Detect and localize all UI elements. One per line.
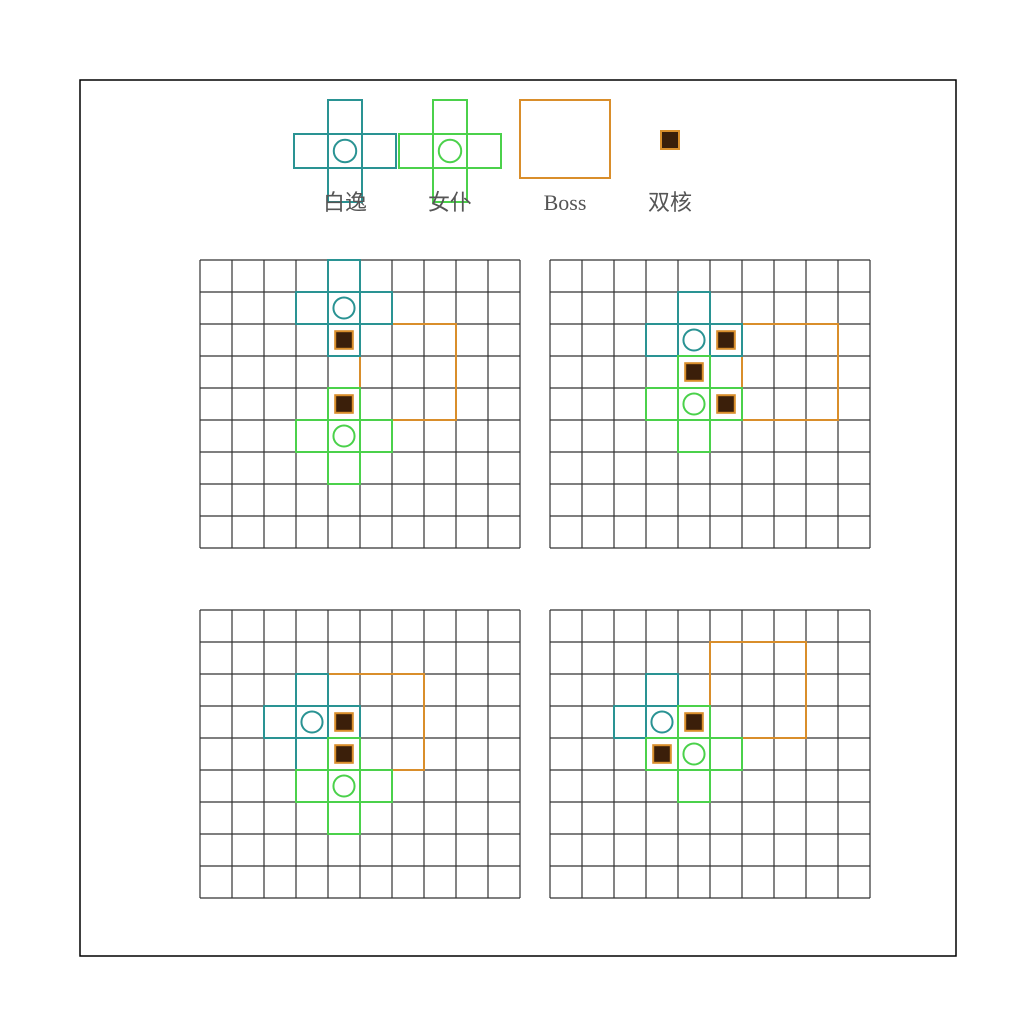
core-icon xyxy=(335,331,353,349)
baiyi-circle xyxy=(651,711,672,732)
core-icon xyxy=(685,363,703,381)
baiyi-cell xyxy=(646,674,678,706)
maid-cell xyxy=(678,420,710,452)
core-icon xyxy=(717,331,735,349)
maid-cell xyxy=(328,452,360,484)
baiyi-cell xyxy=(614,706,646,738)
legend-label: 女仆 xyxy=(428,190,472,215)
maid-cell xyxy=(678,770,710,802)
maid-cell xyxy=(296,770,328,802)
legend-label: 双核 xyxy=(648,190,692,215)
legend-baiyi-cell xyxy=(328,100,362,134)
baiyi-cell xyxy=(328,260,360,292)
legend-maid-cell xyxy=(467,134,501,168)
maid-circle xyxy=(333,775,354,796)
legend-maid-cell xyxy=(433,100,467,134)
baiyi-cell xyxy=(264,706,296,738)
maid-circle xyxy=(683,393,704,414)
outer-border xyxy=(80,80,956,956)
maid-cell xyxy=(328,802,360,834)
core-icon xyxy=(653,745,671,763)
maid-circle xyxy=(333,425,354,446)
baiyi-circle xyxy=(333,297,354,318)
core-icon xyxy=(335,745,353,763)
baiyi-circle xyxy=(301,711,322,732)
maid-cell xyxy=(360,770,392,802)
core-icon xyxy=(685,713,703,731)
baiyi-cell xyxy=(360,292,392,324)
legend-boss-box xyxy=(520,100,610,178)
legend-maid-circle xyxy=(439,140,461,162)
baiyi-cell xyxy=(296,292,328,324)
baiyi-cell xyxy=(296,738,328,770)
maid-cell xyxy=(296,420,328,452)
legend-baiyi-cell xyxy=(362,134,396,168)
legend-baiyi-circle xyxy=(334,140,356,162)
maid-circle xyxy=(683,743,704,764)
legend-maid-cell xyxy=(399,134,433,168)
baiyi-cell xyxy=(678,292,710,324)
baiyi-circle xyxy=(683,329,704,350)
boss-box xyxy=(742,324,838,420)
baiyi-cell xyxy=(646,324,678,356)
boss-box xyxy=(360,324,456,420)
maid-cell xyxy=(360,420,392,452)
core-icon xyxy=(335,713,353,731)
core-icon xyxy=(335,395,353,413)
core-icon xyxy=(717,395,735,413)
legend-label: Boss xyxy=(544,190,587,215)
maid-cell xyxy=(710,738,742,770)
core-icon xyxy=(661,131,679,149)
legend-label: 白逸 xyxy=(323,190,367,215)
maid-cell xyxy=(646,388,678,420)
diagram-svg: 白逸 女仆 Boss 双核 xyxy=(0,0,1036,1036)
legend-baiyi-cell xyxy=(294,134,328,168)
boss-box xyxy=(710,642,806,738)
baiyi-cell xyxy=(296,674,328,706)
